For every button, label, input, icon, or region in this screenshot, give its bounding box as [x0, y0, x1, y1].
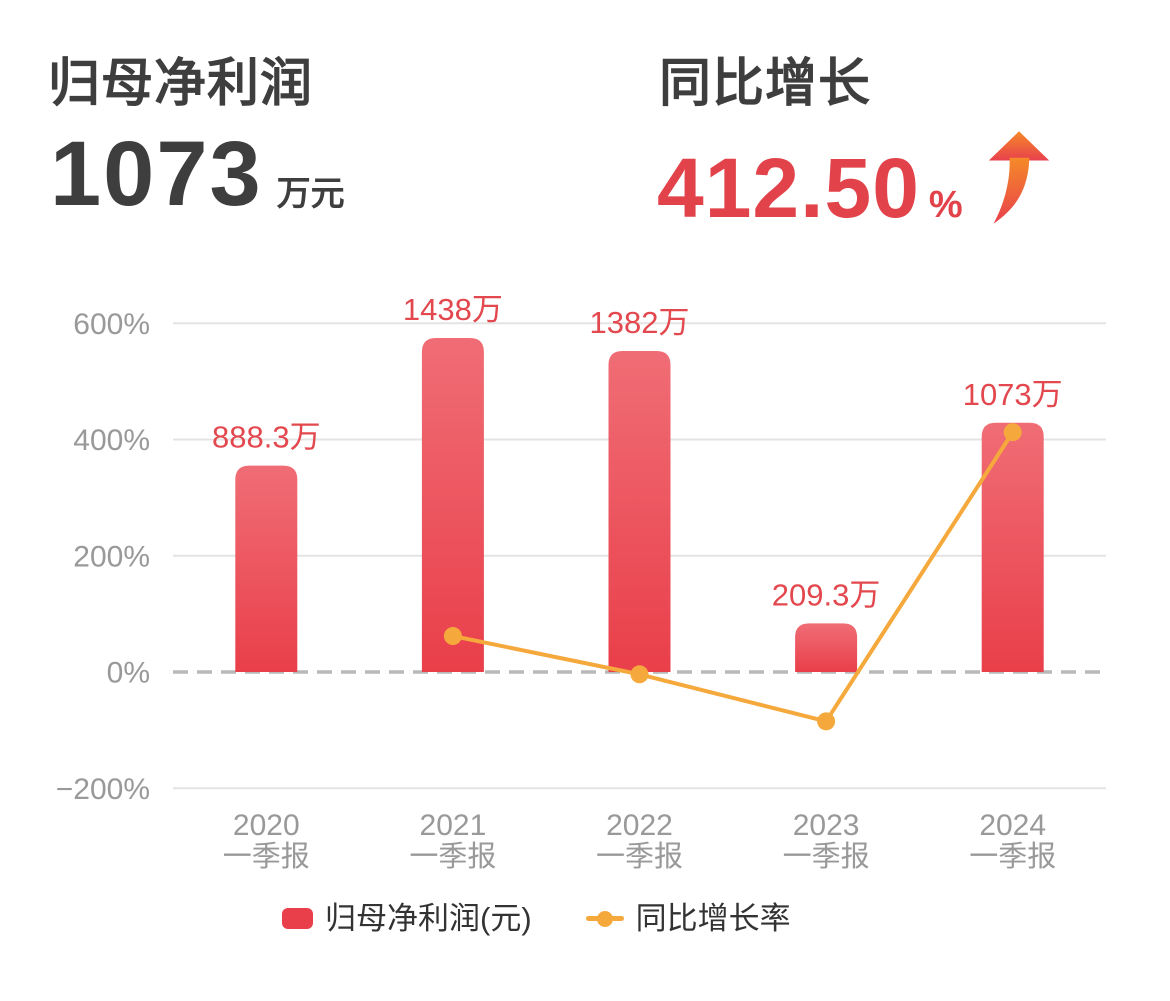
- yoy-growth-title: 同比增长: [659, 55, 872, 113]
- yoy-growth-headline: 412.50 %: [657, 146, 963, 230]
- y-axis-label: 600%: [73, 308, 150, 341]
- x-axis-year-label: 2024: [979, 809, 1046, 842]
- net-profit-title: 归母净利润: [48, 55, 314, 113]
- x-axis-period-label: 一季报: [223, 840, 310, 873]
- x-axis-year-label: 2021: [420, 809, 487, 842]
- bar-2022: [608, 351, 671, 672]
- line-dot-swatch-icon: [585, 910, 624, 927]
- growth-rate-point: [1003, 423, 1022, 442]
- profit-growth-chart: 600% 400% 200% 0% −200% 888.3万 1438万 1382万 209.3…: [56, 292, 1106, 873]
- x-axis-period-label: 一季报: [596, 840, 683, 873]
- bar-value-label: 1073万: [963, 377, 1063, 412]
- x-axis-year-label: 2022: [606, 809, 673, 842]
- bar-value-label: 888.3万: [212, 420, 321, 455]
- net-profit-headline: 1073 万元: [50, 128, 345, 220]
- bar-2024: [981, 422, 1044, 672]
- growth-rate-point: [443, 627, 462, 646]
- y-axis-label: 200%: [73, 540, 150, 573]
- bar-value-label: 1382万: [590, 305, 690, 340]
- growth-rate-unit: %: [928, 184, 963, 226]
- x-axis-period-label: 一季报: [969, 840, 1056, 873]
- chart-legend: 归母净利润(元) 同比增长率: [282, 903, 791, 934]
- growth-rate-value: 412.50: [657, 141, 920, 235]
- x-axis-year-label: 2020: [233, 809, 300, 842]
- net-profit-unit: 万元: [276, 175, 345, 213]
- y-axis-label: −200%: [56, 773, 150, 806]
- legend-item-growth-rate: 同比增长率: [585, 901, 791, 936]
- x-axis-year-label: 2023: [793, 809, 860, 842]
- bar-value-label: 209.3万: [772, 577, 881, 612]
- bar-swatch-icon: [282, 908, 313, 929]
- x-axis-period-label: 一季报: [409, 840, 496, 873]
- growth-rate-point: [817, 712, 836, 731]
- growth-up-arrow-icon: [988, 131, 1050, 224]
- growth-rate-point: [630, 665, 649, 684]
- bar-2020: [235, 465, 298, 672]
- net-profit-value: 1073: [50, 123, 263, 225]
- x-axis-period-label: 一季报: [783, 840, 870, 873]
- y-axis-label: 400%: [73, 424, 150, 457]
- y-axis-label: 0%: [107, 657, 150, 690]
- legend-label: 归母净利润(元): [325, 901, 532, 936]
- bar-value-label: 1438万: [403, 292, 503, 327]
- legend-label: 同比增长率: [635, 901, 791, 936]
- growth-rate-line: [452, 431, 1015, 724]
- legend-item-net-profit: 归母净利润(元): [282, 903, 532, 934]
- bar-2023: [795, 623, 858, 672]
- bar-2021: [421, 338, 484, 672]
